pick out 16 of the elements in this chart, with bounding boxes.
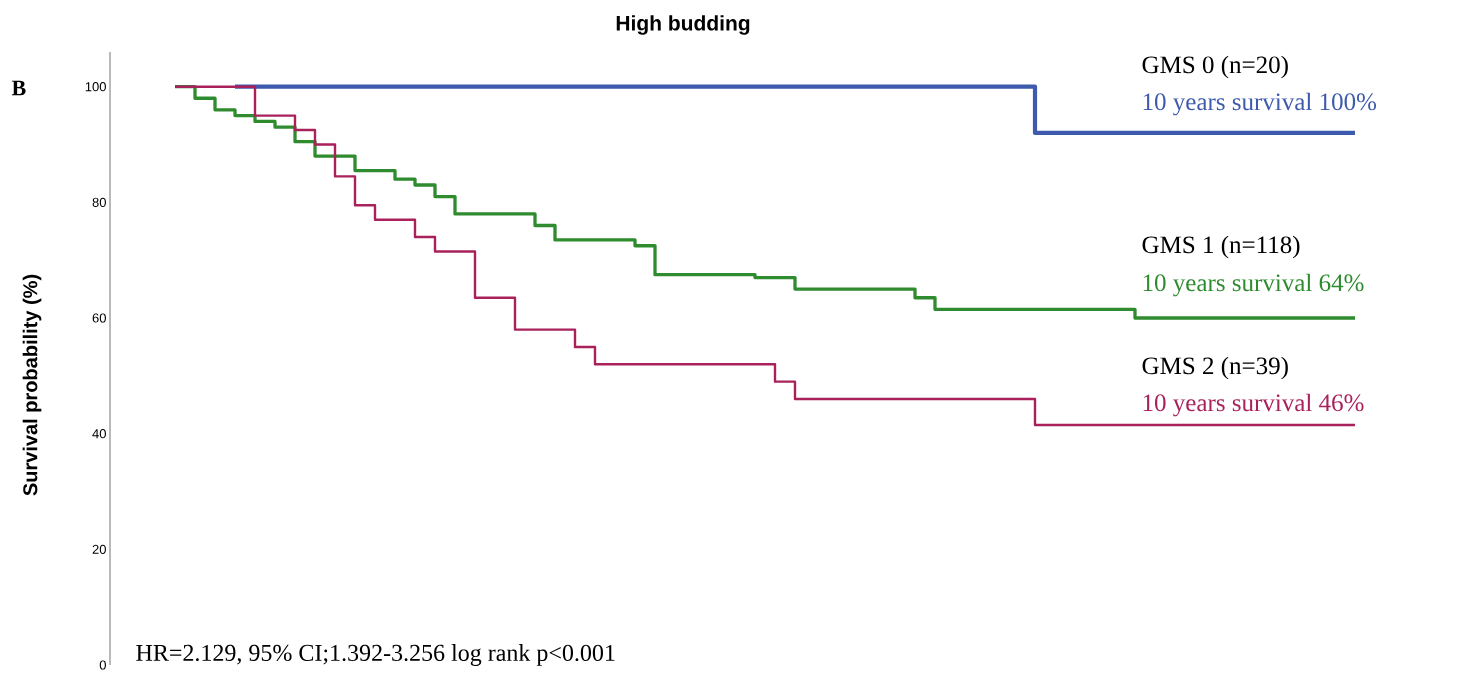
series-label: GMS 2 (n=39) (1142, 356, 1288, 380)
annotation: 10 years survival 46% (1143, 393, 1364, 417)
y-tick-label: 20 (92, 544, 106, 554)
annotation: HR=2.129, 95% CI;1.392-3.256 log rank p<0.001 (136, 644, 615, 666)
annotation: 10 years survival 64% (1143, 273, 1364, 297)
text: B (11, 80, 26, 96)
text: GMS 1 (n=118) (1142, 235, 1300, 259)
chart-title: High budding (616, 15, 750, 35)
y-tick-label: 100 (85, 82, 106, 92)
y-axis-title: Survival probability (%) (22, 274, 42, 496)
y-tick-label: 40 (92, 429, 106, 439)
y-tick-label: 60 (92, 313, 106, 323)
y-tick-label: 80 (92, 197, 106, 207)
text: GMS 0 (n=20) (1142, 55, 1288, 79)
annotation: 10 years survival 100% (1143, 92, 1377, 116)
y-tick-label: 0 (99, 660, 106, 670)
